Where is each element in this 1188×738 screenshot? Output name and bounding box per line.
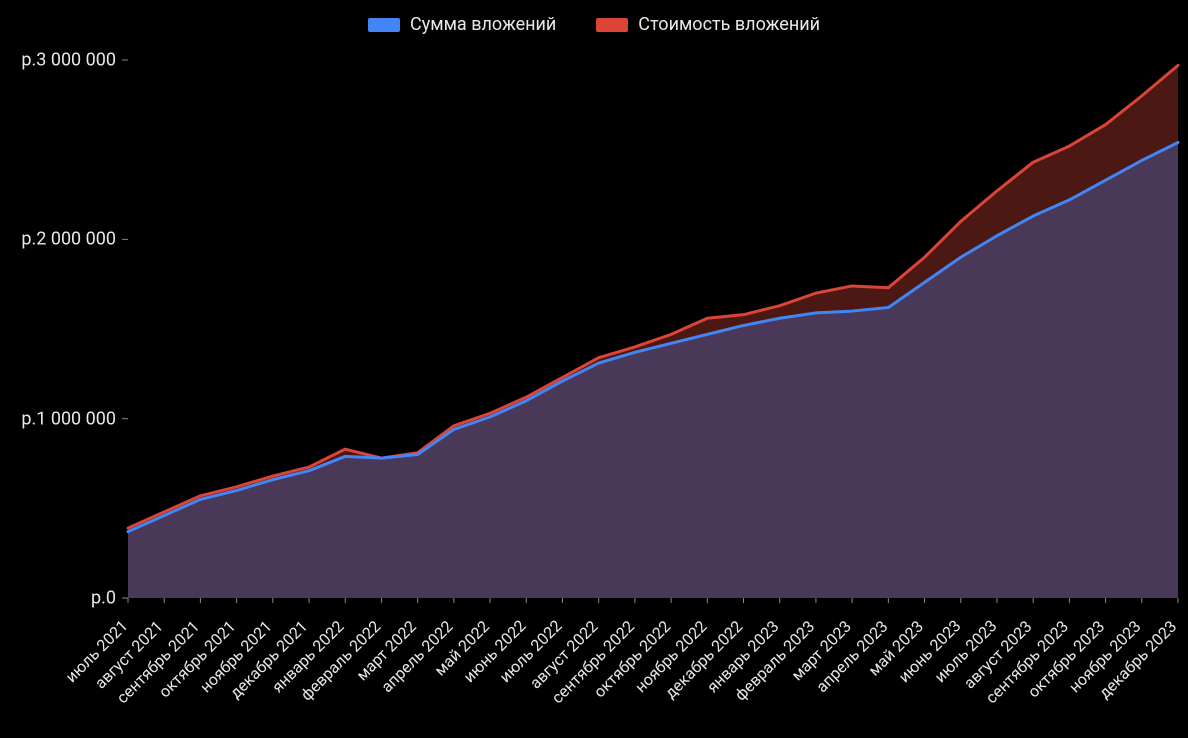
y-tick-label: р.1 000 000 [21,408,116,429]
y-tick-label: р.3 000 000 [21,50,116,71]
y-tick-label: р.2 000 000 [21,229,116,250]
y-tick-label: р.0 [91,588,116,609]
